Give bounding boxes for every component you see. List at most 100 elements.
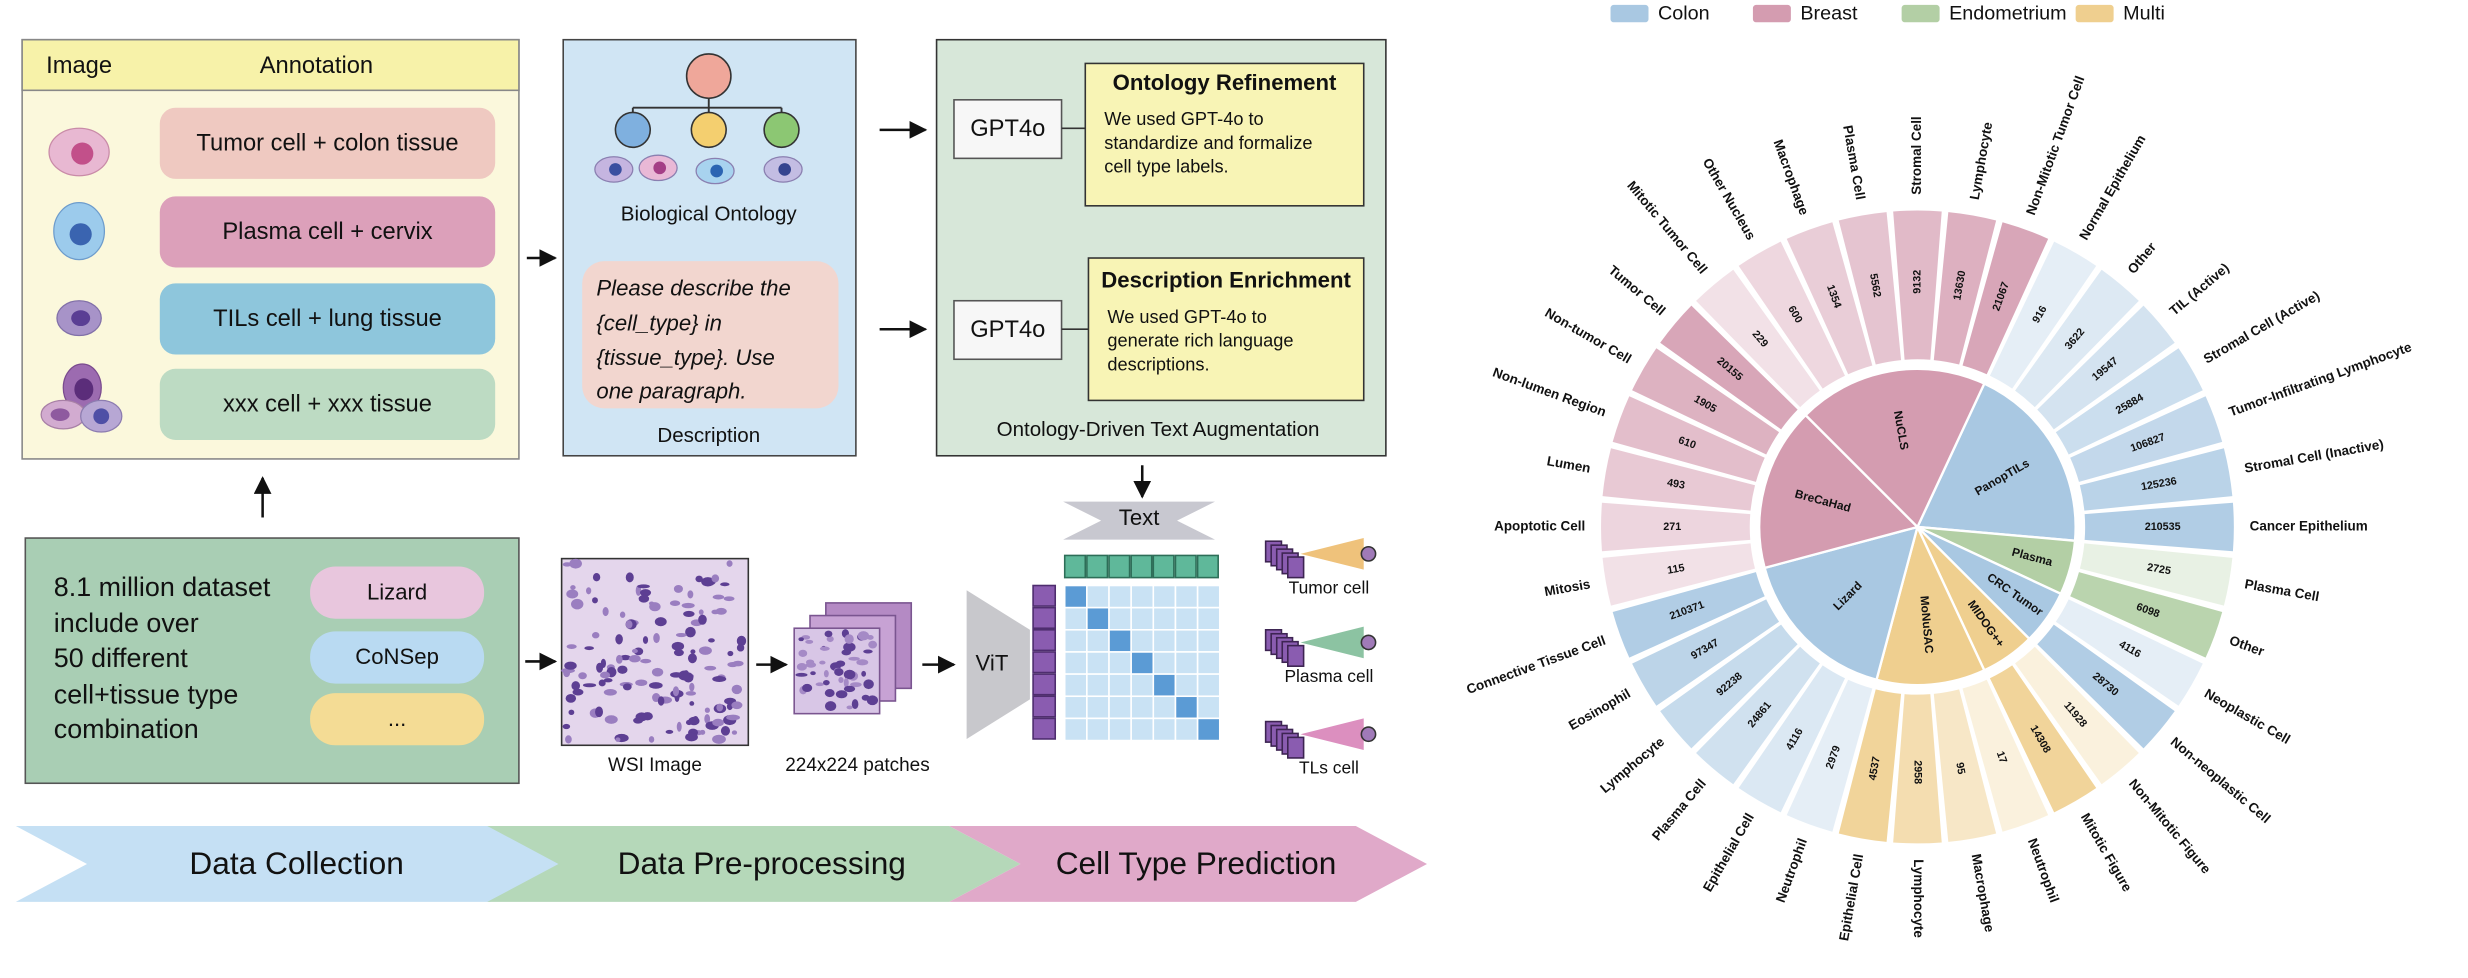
cell-label: Apoptotic Cell [1494,519,1585,534]
cell-icon [731,701,743,710]
cell-icon [640,589,652,597]
output-head [1300,538,1364,570]
cell-count: 2725 [2146,561,2172,577]
label: Biological Ontology [621,203,798,226]
image-token [1032,695,1057,718]
cell-icon [592,597,598,604]
cell-wedge [1602,543,1756,606]
cell-icon [796,662,807,671]
cell-icon [598,679,606,687]
cell-count: 610 [1677,434,1698,451]
cell-label: Other Nucleus [1700,155,1759,242]
prompt-line: Please describe the [596,276,790,301]
cell-icon [711,609,720,615]
cell-icon [731,730,738,735]
annotation-text: Tumor cell + colon tissue [196,130,458,156]
cell-icon [673,649,684,657]
source-pill [310,566,485,619]
cell-icon [564,661,577,670]
cell-icon [676,721,682,732]
step-text: cell type labels. [1104,157,1228,177]
cell-icon [562,723,571,730]
model-box [953,299,1063,361]
cell-icon [604,715,618,724]
cell-icon [687,653,697,664]
cell-label: Non-Mitotic Tumor Cell [2023,74,2087,217]
cell-icon [685,691,697,696]
cell-label: Neutrophil [2025,836,2062,904]
similarity-cell [1086,673,1110,698]
cell-icon [805,639,814,644]
cell-wedge [2084,502,2234,552]
cell-icon [826,635,834,643]
cell-wedge [1612,396,1765,482]
label: Plasma cell [1284,666,1373,686]
cell-label: Macrophage [1771,138,1812,218]
tree-node [763,111,800,149]
cell-icon [704,714,711,724]
prompt-line: {tissue_type}. Use [596,345,774,370]
cell-icon [727,661,738,668]
similarity-cell [1063,651,1088,675]
similarity-cell [1086,695,1110,720]
cell-icon [863,679,874,690]
cell-icon [595,706,604,718]
text-encoder [1063,501,1216,540]
cell-label: Non-Mitotic Figure [2126,776,2214,877]
cell-wedge [2055,348,2203,455]
cell-label: Non-lumen Region [1491,365,1608,420]
cell-icon [591,632,600,639]
label: Data Collection [189,845,403,881]
cell-icon [592,573,601,582]
cell-wedge [2037,305,2175,430]
step-text: generate rich language [1107,331,1293,351]
step-text: standardize and formalize [1104,133,1312,153]
stage-arrow [487,825,1021,902]
similarity-cell [1108,673,1132,698]
cell-icon [834,668,844,676]
image-token [1032,629,1057,652]
cell-icon [682,670,690,681]
cell-wedge [1989,241,2097,389]
cell-icon [569,558,582,569]
cell-icon [823,679,830,686]
cell-icon [716,703,724,712]
cell-icon [843,677,849,688]
output-token [1286,736,1305,759]
cell-icon [675,632,687,638]
cell-icon [562,562,572,567]
image-token [1032,673,1057,696]
output-token [1286,556,1305,579]
similarity-cell [1108,584,1132,609]
cell-icon [568,709,575,716]
cell-icon [572,688,584,696]
cell-label: Stromal Cell (Inactive) [2243,436,2385,475]
similarity-cell [1086,606,1110,631]
model-name: GPT4o [970,116,1045,142]
cell-icon [570,585,576,590]
similarity-cell [1108,717,1132,742]
cell-icon [602,607,609,617]
cell-icon [649,682,663,689]
source-name: CoNSep [355,644,439,669]
cell-wedge [2070,396,2223,482]
cell-wedge [1893,210,1942,360]
legend-label: Breast [1800,3,1858,25]
cell-icon [848,656,860,661]
cell-icon [640,658,652,664]
similarity-cell [1063,584,1088,609]
dataset-sector [1803,367,1986,530]
cell-icon [857,631,870,641]
cell-label: Epithelial Cell [1700,810,1757,894]
legend-swatch [1901,4,1940,23]
cell-icon [823,670,829,678]
dataset-sector [1763,525,1920,682]
cell-label: Other [2125,239,2160,277]
label: Cell Type Prediction [1056,845,1337,881]
output-node [1360,726,1377,743]
cell-icon [565,693,577,703]
cell-icon [824,630,833,638]
similarity-cell [1086,584,1110,609]
cell-count: 13630 [1951,270,1968,302]
